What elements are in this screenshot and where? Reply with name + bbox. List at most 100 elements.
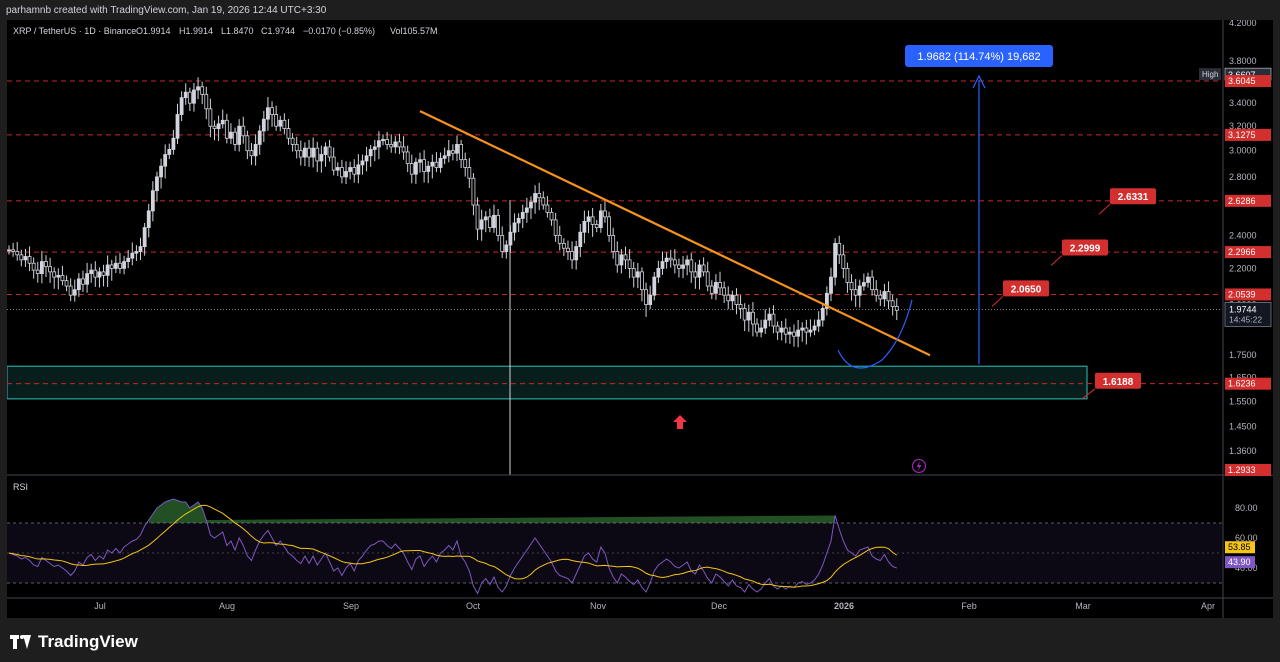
candle[interactable] <box>894 298 899 321</box>
candle[interactable] <box>134 245 139 261</box>
candle[interactable] <box>266 96 270 131</box>
target-callout[interactable]: 2.0650 <box>991 280 1049 307</box>
candle[interactable] <box>475 197 480 241</box>
candle[interactable] <box>109 259 114 281</box>
candle[interactable] <box>870 270 874 296</box>
candle[interactable] <box>311 137 316 168</box>
candle[interactable] <box>500 226 505 259</box>
candle[interactable] <box>479 209 484 241</box>
candle[interactable] <box>426 161 431 184</box>
candle[interactable] <box>520 204 525 229</box>
candle[interactable] <box>146 203 151 238</box>
candle[interactable] <box>578 223 583 257</box>
candle[interactable] <box>278 115 283 132</box>
candle[interactable] <box>833 238 838 286</box>
blue-curve[interactable] <box>837 299 913 369</box>
candle[interactable] <box>627 249 632 279</box>
candle[interactable] <box>496 208 500 242</box>
candle[interactable] <box>253 134 258 166</box>
candle[interactable] <box>714 274 718 300</box>
candle[interactable] <box>751 302 755 337</box>
rsi-ma-line[interactable] <box>8 504 898 588</box>
candle[interactable] <box>233 127 237 151</box>
candle[interactable] <box>356 154 361 184</box>
target-callout[interactable]: 2.6331 <box>1098 188 1156 215</box>
candle[interactable] <box>837 235 842 264</box>
candle[interactable] <box>640 267 644 302</box>
candle[interactable] <box>874 280 879 302</box>
candle[interactable] <box>722 281 727 303</box>
tradingview-logo[interactable]: TradingView <box>10 632 138 652</box>
candle[interactable] <box>574 240 579 270</box>
candle[interactable] <box>23 248 28 268</box>
candle[interactable] <box>652 271 657 301</box>
candle[interactable] <box>648 285 653 310</box>
candle[interactable] <box>60 265 65 286</box>
candle[interactable] <box>471 173 476 216</box>
candle[interactable] <box>455 135 459 162</box>
candle[interactable] <box>459 139 464 169</box>
candle[interactable] <box>113 255 118 273</box>
candle[interactable] <box>483 211 488 233</box>
candle[interactable] <box>730 290 735 310</box>
candle[interactable] <box>261 110 266 143</box>
candle[interactable] <box>241 116 246 144</box>
candle[interactable] <box>586 210 591 234</box>
candle[interactable] <box>409 154 414 184</box>
candle[interactable] <box>611 227 616 259</box>
candle[interactable] <box>155 171 159 202</box>
candle[interactable] <box>352 159 357 183</box>
candle[interactable] <box>249 143 254 165</box>
candle[interactable] <box>413 157 418 184</box>
candle[interactable] <box>734 288 739 315</box>
candle[interactable] <box>159 158 163 189</box>
candle[interactable] <box>492 204 496 233</box>
candle[interactable] <box>93 261 98 287</box>
candle[interactable] <box>163 144 168 179</box>
candle[interactable] <box>298 140 303 166</box>
candle[interactable] <box>286 119 291 145</box>
candle[interactable] <box>257 125 262 155</box>
candle[interactable] <box>816 311 821 332</box>
candle[interactable] <box>307 139 311 167</box>
candle[interactable] <box>779 321 784 341</box>
candle[interactable] <box>767 307 772 327</box>
candle[interactable] <box>212 120 217 141</box>
candle[interactable] <box>512 213 517 241</box>
candle[interactable] <box>861 273 866 291</box>
candle[interactable] <box>878 290 883 307</box>
candle[interactable] <box>216 115 221 141</box>
candle[interactable] <box>524 197 529 223</box>
candle[interactable] <box>192 83 196 112</box>
candle[interactable] <box>570 241 574 269</box>
candle[interactable] <box>541 191 546 210</box>
candle[interactable] <box>660 251 665 275</box>
candle[interactable] <box>866 272 870 288</box>
candle[interactable] <box>804 319 809 345</box>
candle[interactable] <box>841 244 846 279</box>
candle[interactable] <box>105 255 110 288</box>
candle[interactable] <box>693 262 698 289</box>
candle[interactable] <box>508 225 513 253</box>
candle[interactable] <box>85 262 89 293</box>
candle[interactable] <box>179 91 184 122</box>
candle[interactable] <box>533 185 537 214</box>
candle[interactable] <box>15 242 20 261</box>
candle[interactable] <box>294 136 299 159</box>
candle[interactable] <box>792 324 796 347</box>
candle[interactable] <box>685 255 690 276</box>
candle[interactable] <box>360 154 365 175</box>
candle[interactable] <box>245 130 250 160</box>
candle[interactable] <box>224 113 229 144</box>
candle[interactable] <box>385 131 390 150</box>
candle[interactable] <box>430 154 435 179</box>
candle[interactable] <box>763 309 768 334</box>
candle[interactable] <box>882 283 887 307</box>
candle[interactable] <box>623 246 628 269</box>
candle[interactable] <box>812 319 817 336</box>
candle[interactable] <box>590 207 595 237</box>
candle[interactable] <box>607 211 611 242</box>
candle[interactable] <box>672 249 677 274</box>
candle[interactable] <box>81 270 85 293</box>
candle[interactable] <box>738 295 743 319</box>
